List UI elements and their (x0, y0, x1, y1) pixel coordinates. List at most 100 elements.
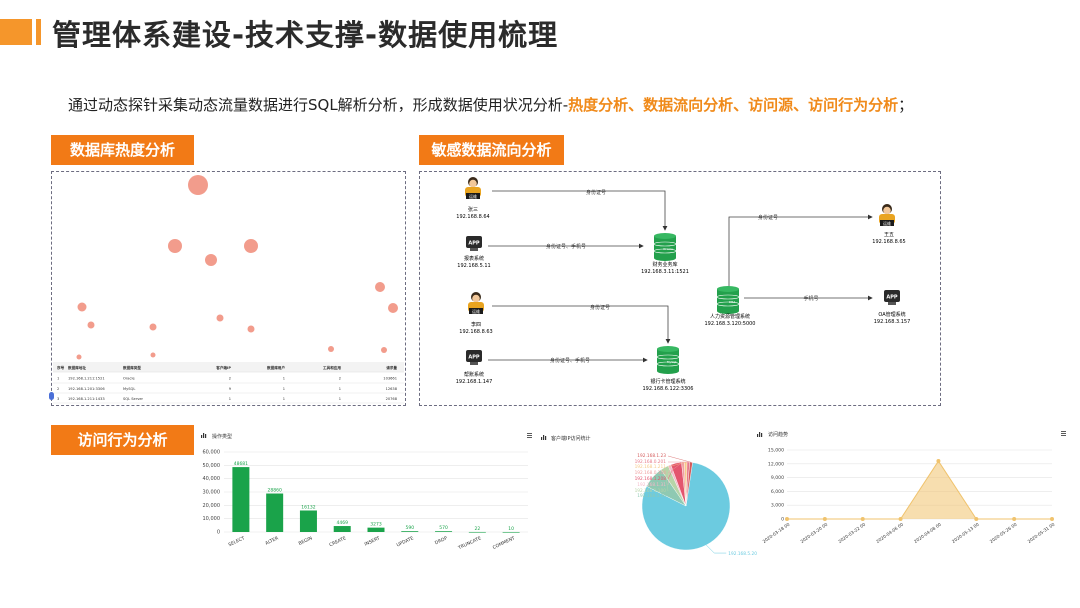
bar-value-label: 570 (439, 525, 448, 531)
heat-table-svg: 序号 数据库地址 数据库类型 客户端IP 数据库用户 工具和应用 请求量 1 192.168.1… (53, 362, 404, 404)
area-point[interactable] (1012, 517, 1017, 521)
edge-label-e6: 手机号 (803, 295, 818, 302)
table-cell: 20768 (386, 397, 398, 401)
area-chart-menu-icon[interactable] (1061, 431, 1066, 436)
bar-drop[interactable] (435, 531, 453, 532)
pie-label: 192.168.1.208 (635, 476, 667, 482)
heat-bubble-3[interactable] (205, 254, 217, 266)
page-title: 管理体系建设-技术支撑-数据使用梳理 (52, 18, 559, 52)
bar-chart-menu-icon[interactable] (527, 433, 532, 438)
bar-insert[interactable] (367, 527, 385, 532)
heat-bubble-14[interactable] (150, 352, 156, 358)
subtitle-tail: ； (898, 96, 914, 114)
pie-slice[interactable] (685, 461, 693, 507)
table-header-cell: 序号 (57, 365, 65, 370)
area-point[interactable] (898, 517, 903, 521)
node-caiwu-ip: 192.168.3.11:1521 (641, 269, 689, 275)
node-bangzhi-ip: 192.168.1.147 (456, 379, 493, 385)
bar-update[interactable] (401, 531, 419, 532)
bar-value-label: 4469 (336, 520, 348, 526)
section-behavior-label: 访问行为分析 (51, 425, 194, 455)
edge-label-e3: 身份证号 (590, 304, 610, 311)
heat-bubble-11[interactable] (328, 346, 334, 352)
table-cell: MySQL (123, 387, 135, 391)
bar-category-label: INSERT (364, 535, 381, 547)
node-yinhang-name: 银行卡管理系统 (650, 378, 685, 385)
bar-value-label: 3273 (370, 522, 382, 528)
bar-value-label: 10 (508, 526, 514, 532)
bar-value-label: 48681 (234, 461, 248, 467)
bar-truncate[interactable] (468, 531, 486, 533)
pie-leader-line (667, 461, 684, 474)
pie-chart: 192.168.5.20192.168.5.36192.168.1.100192… (635, 453, 758, 557)
heat-bubble-12[interactable] (381, 347, 387, 353)
heat-bubble-9[interactable] (149, 323, 157, 331)
heat-bubble-5[interactable] (77, 302, 87, 312)
bar-alter[interactable] (266, 493, 284, 532)
app-icon: APP (466, 350, 482, 365)
table-header-cell: 数据库类型 (122, 365, 141, 370)
bar-comment[interactable] (502, 531, 520, 533)
bar-begin[interactable] (299, 510, 317, 532)
table-cell: 2 (229, 377, 231, 381)
svg-text:APP: APP (886, 295, 898, 301)
heat-bubble-2[interactable] (244, 239, 258, 253)
svg-text:APP: APP (468, 355, 480, 361)
area-xtick-label: 2020-03-20 00 (800, 522, 830, 545)
node-yinhang-ip: 192.168.6.122:3306 (643, 386, 694, 392)
area-xtick-label: 2020-03-22 00 (837, 522, 867, 545)
heat-bubble-6[interactable] (388, 303, 398, 313)
heat-bubble-4[interactable] (375, 282, 385, 292)
bar-ytick-label: 30,000 (203, 490, 221, 496)
bar-value-label: 590 (405, 525, 414, 531)
area-point[interactable] (822, 517, 827, 521)
area-point[interactable] (974, 517, 979, 521)
node-wangwu-name: 王五 (884, 232, 894, 238)
heat-bubble-13[interactable] (76, 354, 82, 360)
edge-renli-wangwu (728, 214, 873, 288)
pie-label: 192.168.1.211 (635, 464, 667, 470)
table-scroll-indicator[interactable] (49, 392, 54, 400)
area-point[interactable] (1050, 517, 1054, 521)
table-cell: 1 (283, 387, 285, 391)
area-ytick-label: 12,000 (768, 461, 784, 467)
heat-bubble-1[interactable] (168, 239, 182, 253)
table-cell: 1 (57, 377, 59, 381)
pie-leader-line (664, 467, 669, 492)
pie-leader-line (667, 465, 670, 486)
node-renli-ip: 192.168.3.120:5000 (705, 321, 756, 327)
subtitle: 通过动态探针采集动态流量数据进行SQL解析分析，形成数据使用状况分析-热度分析、… (68, 94, 913, 115)
area-point[interactable] (785, 517, 789, 521)
bar-create[interactable] (333, 526, 351, 532)
heat-bubble-7[interactable] (216, 314, 224, 322)
pie-slice[interactable] (641, 462, 731, 551)
svg-text:Oracle: Oracle (663, 247, 673, 251)
bar-ytick-label: 0 (217, 530, 220, 536)
heat-bubble-8[interactable] (87, 321, 95, 329)
subtitle-plain: 通过动态探针采集动态流量数据进行SQL解析分析，形成数据使用状况分析- (68, 96, 569, 114)
bar-select[interactable] (232, 467, 250, 532)
heat-bubble-10[interactable] (247, 325, 255, 333)
area-chart-icon (757, 432, 763, 437)
database-icon: Oracle (653, 233, 677, 261)
node-zhangsan-name: 张三 (468, 206, 478, 213)
table-cell: 9 (229, 387, 232, 391)
table-cell: Oracle (123, 377, 135, 381)
area-xtick-label: 2020-05-31 00 (1027, 522, 1057, 545)
edge-label-e2: 身份证号、手机号 (546, 243, 586, 250)
table-cell: 192.168.1.211:1433 (68, 397, 105, 401)
area-ytick-label: 6,000 (771, 489, 784, 495)
pie-chart-title: 客户端IP访问统计 (551, 435, 591, 442)
heat-bubble-0[interactable] (188, 175, 208, 195)
area-xtick-label: 2020-04-08 00 (913, 522, 943, 545)
area-point[interactable] (936, 459, 941, 464)
node-lisi-name: 李四 (471, 321, 481, 328)
pie-label: 192.168.0.104 (635, 470, 667, 476)
pie-label: 192.168.0.201 (635, 459, 667, 465)
database-icon: MySQL (656, 346, 680, 374)
area-point[interactable] (860, 517, 865, 521)
area-xtick-label: 2020-03-18 00 (762, 522, 792, 545)
table-cell: 1 (339, 397, 341, 401)
